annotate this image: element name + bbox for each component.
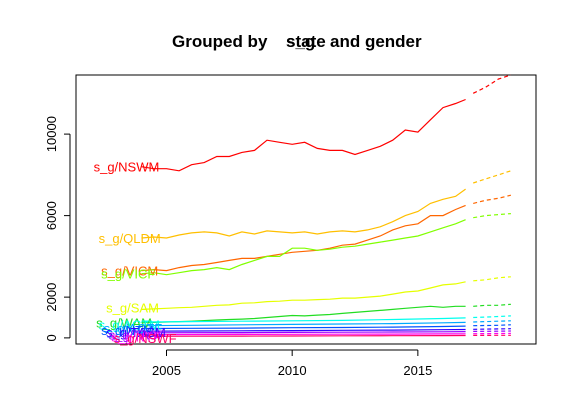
chart-title-text-3: state [286, 32, 326, 51]
series-line-1 [141, 188, 466, 239]
series-line-6 [141, 317, 466, 323]
series-forecast-0 [472, 74, 512, 94]
series-label: s_g/TASF [109, 327, 166, 342]
series-line-11 [141, 333, 466, 336]
y-tick-label: 2000 [44, 283, 59, 312]
series-label: s_g/NSWM [94, 160, 160, 175]
series-line-8 [141, 325, 466, 330]
series-layer [141, 74, 512, 337]
series-forecast-7 [473, 320, 511, 323]
series-label: s_g/SAM [106, 300, 159, 315]
series-forecast-5 [473, 303, 511, 307]
x-tick-label: 2015 [403, 363, 432, 378]
series-label: s_g/TASM [106, 325, 166, 340]
series-line-7 [141, 321, 466, 327]
series-label: s_g/NSWF [114, 331, 177, 346]
plot-area [75, 74, 537, 345]
series-label: s_g/VICM [101, 264, 158, 279]
series-forecast-6 [473, 315, 511, 319]
series-label: s_g/ACTM [99, 318, 160, 333]
series-label: s_g/QLDM [99, 231, 161, 246]
x-axis: 2005 2010 2015 [152, 349, 432, 378]
series-forecast-3 [473, 213, 511, 219]
y-tick-label: 6000 [44, 201, 59, 230]
series-labels: s_g/NSWMs_g/QLDMs_g/VICMs_g/VICFs_g/SAMs… [94, 160, 177, 346]
series-line-12 [141, 334, 466, 337]
series-forecast-1 [473, 170, 512, 184]
chart-title: Grouped by s_g state and gender [172, 32, 422, 51]
series-label: s_g/ACTF [104, 321, 163, 336]
y-axis: 0 2000 6000 10000 [44, 116, 71, 342]
series-label: s_g/NTM [101, 323, 154, 338]
series-label: s_g/VICF [101, 267, 155, 282]
series-label: s_g/NTF [111, 330, 161, 345]
series-forecast-2 [473, 194, 512, 204]
y-tick-label: 0 [44, 334, 59, 341]
series-line-0 [141, 98, 466, 172]
series-forecast-4 [473, 276, 511, 282]
series-line-3 [141, 219, 466, 276]
series-label: s_g/WAM [96, 316, 152, 331]
series-line-9 [141, 328, 466, 332]
series-forecast-9 [473, 328, 511, 330]
series-line-2 [141, 204, 466, 272]
chart-title-text-2: s_g [286, 32, 315, 51]
x-tick-label: 2010 [278, 363, 307, 378]
series-line-4 [141, 281, 466, 310]
series-line-10 [141, 331, 466, 334]
x-tick-label: 2005 [152, 363, 181, 378]
y-tick-label: 10000 [44, 116, 59, 152]
chart-title-text-1: Grouped by [172, 32, 268, 51]
chart-title-text-4: and gender [330, 32, 422, 51]
series-forecast-8 [473, 324, 511, 327]
